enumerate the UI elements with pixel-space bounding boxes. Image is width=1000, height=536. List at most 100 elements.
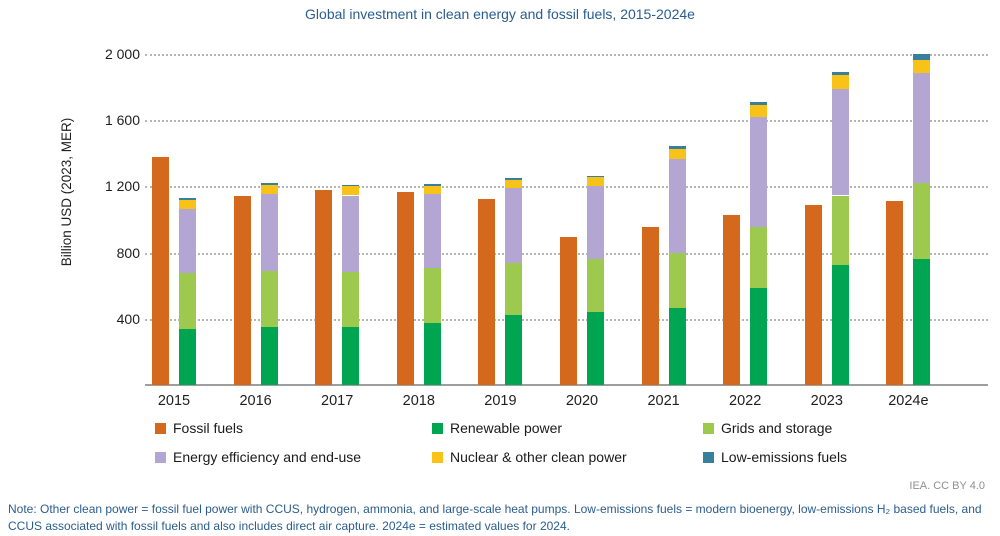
bar-fossil-2015	[152, 157, 169, 385]
y-tick-label-800: 800	[116, 244, 140, 261]
x-axis-label-2020: 2020	[565, 393, 599, 409]
bar-segment-nuclear-other-clean-power-2020	[587, 177, 604, 187]
legend-item-nuclear-other-clean-power: Nuclear & other clean power	[432, 449, 627, 465]
x-axis-label-2019: 2019	[484, 393, 517, 409]
legend-label: Renewable power	[450, 420, 563, 436]
legend-label: Fossil fuels	[173, 420, 244, 436]
legend-label: Grids and storage	[721, 420, 833, 436]
bar-segment-grids-and-storage-2021	[668, 253, 686, 309]
y-tick-label-1600: 1 600	[104, 112, 140, 129]
bar-segment-energy-efficiency-and-end-use-2019	[505, 188, 523, 264]
bar-segment-renewable-power-2017	[342, 327, 360, 385]
bar-fossil-2019	[478, 198, 496, 385]
bar-segment-grids-and-storage-2016	[260, 270, 278, 328]
bar-segment-nuclear-other-clean-power-2021	[668, 149, 686, 160]
legend-swatch-icon	[432, 423, 443, 434]
bar-segment-grids-and-storage-2019	[505, 263, 523, 316]
legend-swatch-icon	[432, 452, 443, 463]
gridline-1600	[145, 120, 988, 123]
x-axis-label-2018: 2018	[402, 393, 435, 409]
legend-swatch-icon	[155, 423, 166, 434]
bar-segment-energy-efficiency-and-end-use-2020	[587, 186, 604, 260]
bar-segment-low-emissions-fuels-2024e	[913, 54, 931, 60]
bar-segment-renewable-power-2024e	[913, 259, 931, 385]
bar-fossil-2016	[233, 196, 251, 385]
bar-segment-renewable-power-2023	[831, 265, 849, 385]
bar-fossil-2023	[804, 205, 822, 385]
x-axis-label-2024e: 2024e	[888, 393, 929, 409]
bar-segment-nuclear-other-clean-power-2022	[750, 105, 768, 117]
bar-fossil-2022	[723, 214, 741, 385]
bar-segment-nuclear-other-clean-power-2024e	[913, 59, 931, 74]
bar-segment-low-emissions-fuels-2019	[505, 178, 523, 180]
bar-segment-low-emissions-fuels-2023	[831, 72, 849, 75]
bar-segment-low-emissions-fuels-2021	[668, 145, 686, 150]
bar-fossil-2018	[396, 192, 414, 385]
footnote: Note: Other clean power = fossil fuel po…	[8, 502, 982, 533]
x-axis-label-2022: 2022	[729, 393, 762, 409]
bar-segment-energy-efficiency-and-end-use-2023	[831, 88, 849, 196]
bar-segment-energy-efficiency-and-end-use-2022	[750, 116, 768, 227]
bar-segment-low-emissions-fuels-2022	[750, 101, 768, 106]
bar-segment-grids-and-storage-2018	[423, 268, 441, 323]
bar-segment-nuclear-other-clean-power-2015	[179, 199, 196, 209]
bar-segment-renewable-power-2019	[505, 315, 523, 385]
bar-segment-grids-and-storage-2020	[587, 259, 604, 313]
bar-segment-grids-and-storage-2015	[179, 273, 196, 329]
bar-segment-grids-and-storage-2017	[342, 272, 360, 328]
legend-label: Low-emissions fuels	[721, 449, 848, 465]
bar-segment-nuclear-other-clean-power-2023	[831, 74, 849, 89]
legend-item-fossil-fuels: Fossil fuels	[155, 420, 243, 436]
x-axis-label-2023: 2023	[810, 393, 843, 409]
bar-segment-nuclear-other-clean-power-2017	[342, 186, 360, 196]
bar-fossil-2021	[641, 226, 659, 385]
bar-segment-low-emissions-fuels-2020	[587, 175, 604, 178]
bar-segment-grids-and-storage-2023	[831, 195, 849, 265]
bar-segment-energy-efficiency-and-end-use-2017	[342, 195, 360, 273]
legend-swatch-icon	[703, 452, 714, 463]
chart-title: Global investment in clean energy and fo…	[305, 6, 695, 22]
gridline-2000	[145, 54, 988, 56]
bar-segment-energy-efficiency-and-end-use-2018	[423, 193, 441, 269]
y-tick-label-400: 400	[116, 310, 140, 327]
legend-swatch-icon	[703, 423, 714, 434]
bar-segment-nuclear-other-clean-power-2018	[423, 186, 441, 194]
bar-segment-energy-efficiency-and-end-use-2015	[179, 208, 196, 274]
bar-segment-renewable-power-2015	[179, 328, 196, 385]
bar-segment-low-emissions-fuels-2016	[260, 183, 278, 185]
bar-fossil-2024e	[886, 201, 904, 385]
y-tick-label-1200: 1 200	[104, 178, 140, 195]
y-tick-label-2000: 2 000	[104, 46, 140, 62]
legend-item-grids-and-storage: Grids and storage	[703, 420, 832, 436]
x-axis-label-2015: 2015	[157, 393, 191, 409]
bar-segment-low-emissions-fuels-2017	[342, 184, 360, 187]
bar-segment-renewable-power-2016	[260, 327, 278, 385]
bar-segment-nuclear-other-clean-power-2016	[260, 184, 278, 194]
legend-item-low-emissions-fuels: Low-emissions fuels	[703, 449, 847, 465]
legend-item-renewable-power: Renewable power	[432, 420, 562, 436]
bar-segment-renewable-power-2018	[423, 322, 441, 385]
bar-segment-low-emissions-fuels-2018	[423, 183, 441, 187]
bar-fossil-2017	[315, 189, 333, 385]
gridline-1200	[145, 186, 988, 189]
legend-item-energy-efficiency-and-end-use: Energy efficiency and end-use	[155, 449, 361, 465]
bar-segment-renewable-power-2020	[587, 312, 604, 385]
legend-label: Nuclear & other clean power	[450, 449, 627, 465]
bar-fossil-2020	[560, 236, 577, 385]
x-axis-label-2021: 2021	[647, 393, 680, 409]
x-axis-line	[145, 384, 988, 386]
bar-segment-grids-and-storage-2022	[750, 226, 768, 289]
x-axis-label-2016: 2016	[239, 393, 272, 409]
bar-segment-energy-efficiency-and-end-use-2024e	[913, 73, 931, 184]
bar-segment-renewable-power-2022	[750, 288, 768, 385]
legend-swatch-icon	[155, 452, 166, 463]
attribution-text: IEA. CC BY 4.0	[909, 480, 985, 492]
bar-segment-energy-efficiency-and-end-use-2021	[668, 159, 686, 254]
bar-segment-energy-efficiency-and-end-use-2016	[260, 193, 278, 271]
legend-label: Energy efficiency and end-use	[173, 449, 362, 465]
bar-segment-grids-and-storage-2024e	[913, 183, 931, 260]
bar-segment-low-emissions-fuels-2015	[179, 197, 196, 200]
bar-segment-renewable-power-2021	[668, 308, 686, 385]
bar-segment-nuclear-other-clean-power-2019	[505, 179, 523, 189]
